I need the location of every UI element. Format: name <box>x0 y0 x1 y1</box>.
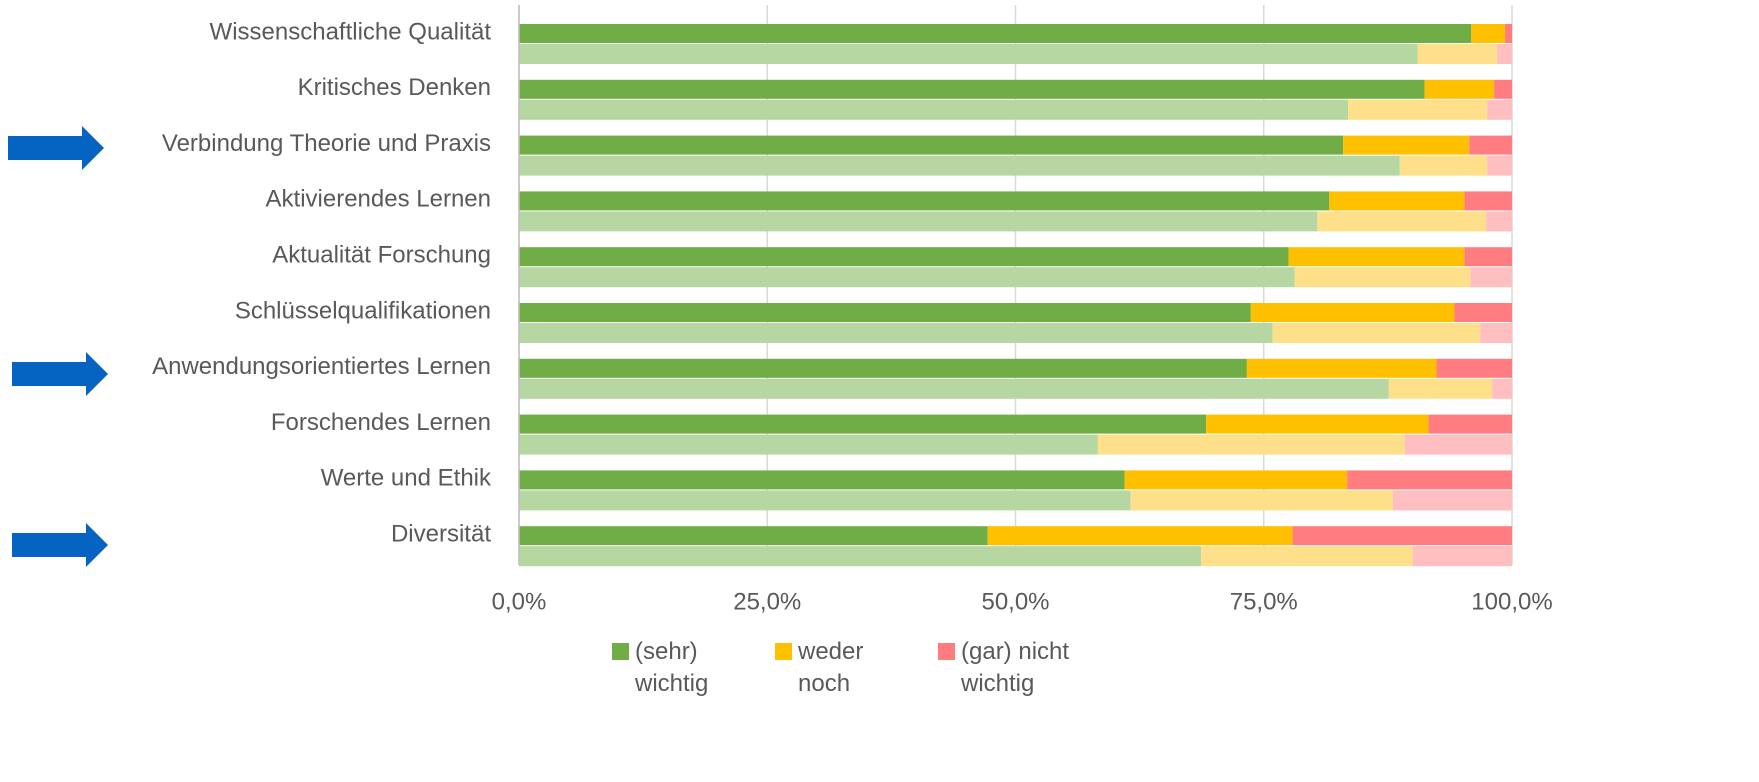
bar <box>1292 526 1512 546</box>
category-label: Aktivierendes Lernen <box>266 186 491 213</box>
bar <box>1469 135 1512 155</box>
legend-item: (sehr) wichtig <box>612 636 745 700</box>
bar <box>1317 211 1487 232</box>
legend-label: (gar) nicht wichtig <box>961 638 1070 697</box>
category-label: Forschendes Lernen <box>271 409 491 436</box>
bar <box>1464 247 1512 267</box>
category-label: Wissenschaftliche Qualität <box>210 18 492 45</box>
arrow <box>12 352 108 396</box>
category-label: Aktualität Forschung <box>272 242 491 269</box>
bar <box>1246 358 1437 378</box>
bar <box>519 434 1098 455</box>
legend-item: (gar) nicht wichtig <box>938 636 1071 700</box>
legend: (sehr) wichtig weder noch (gar) nicht wich… <box>612 636 1071 700</box>
x-tick-label: 25,0% <box>733 588 801 615</box>
bar <box>1206 414 1429 434</box>
bar <box>1124 470 1348 490</box>
bar <box>1454 303 1512 322</box>
bar <box>519 546 1202 567</box>
arrow <box>12 523 108 567</box>
bar <box>1399 155 1488 176</box>
bar <box>1388 378 1493 399</box>
bar <box>519 323 1273 343</box>
bar <box>519 79 1425 99</box>
x-tick-label: 100,0% <box>1471 588 1552 615</box>
bar <box>1404 434 1512 455</box>
legend-swatch <box>612 643 629 660</box>
legend-label: (sehr) wichtig <box>635 638 709 697</box>
bar <box>1201 546 1413 567</box>
bar <box>519 490 1131 511</box>
bar <box>1347 470 1512 490</box>
category-label: Diversität <box>391 521 491 548</box>
bar <box>1130 490 1393 511</box>
bar <box>1505 24 1512 43</box>
bar <box>519 267 1295 288</box>
category-label: Kritisches Denken <box>298 74 491 101</box>
bar <box>519 211 1318 232</box>
bar <box>1412 546 1512 567</box>
bar <box>519 155 1400 176</box>
bar <box>1288 247 1465 267</box>
legend-swatch <box>775 643 792 660</box>
bar <box>1428 414 1512 434</box>
bar <box>519 24 1472 43</box>
bar <box>519 414 1207 434</box>
bar <box>1471 24 1506 43</box>
bar <box>1487 155 1512 176</box>
bar <box>1480 323 1512 343</box>
legend-item: weder noch <box>775 636 908 700</box>
bar <box>519 526 988 546</box>
bar <box>1250 303 1455 322</box>
bar <box>1497 44 1512 64</box>
bar <box>1097 434 1405 455</box>
bar <box>519 44 1418 64</box>
bar <box>519 99 1349 120</box>
bar <box>1487 99 1512 120</box>
category-label: Werte und Ethik <box>321 465 492 492</box>
bar <box>1436 358 1512 378</box>
bar <box>1494 79 1512 99</box>
bar <box>1348 99 1488 120</box>
bar <box>1392 490 1512 511</box>
bar <box>1492 378 1512 399</box>
legend-swatch <box>938 643 955 660</box>
bar <box>1486 211 1512 232</box>
bar <box>519 470 1125 490</box>
arrows <box>8 126 108 567</box>
bar <box>1464 191 1512 211</box>
bar <box>519 358 1247 378</box>
category-label: Verbindung Theorie und Praxis <box>162 130 491 157</box>
bar <box>519 247 1289 267</box>
bar <box>519 191 1330 211</box>
bar <box>519 303 1251 322</box>
x-tick-label: 50,0% <box>981 588 1049 615</box>
x-tick-label: 75,0% <box>1230 588 1298 615</box>
bar <box>1294 267 1471 288</box>
bar <box>1417 44 1498 64</box>
bar <box>519 378 1389 399</box>
bar <box>1329 191 1465 211</box>
bar <box>1424 79 1495 99</box>
category-label: Schlüsselqualifikationen <box>235 297 491 324</box>
arrow <box>8 126 104 170</box>
bar <box>1272 323 1481 343</box>
legend-label: weder noch <box>798 638 864 697</box>
bar <box>1470 267 1512 288</box>
bar <box>1343 135 1470 155</box>
x-tick-label: 0,0% <box>492 588 547 615</box>
category-label: Anwendungsorientiertes Lernen <box>152 353 491 380</box>
bar <box>519 135 1344 155</box>
bar <box>987 526 1293 546</box>
